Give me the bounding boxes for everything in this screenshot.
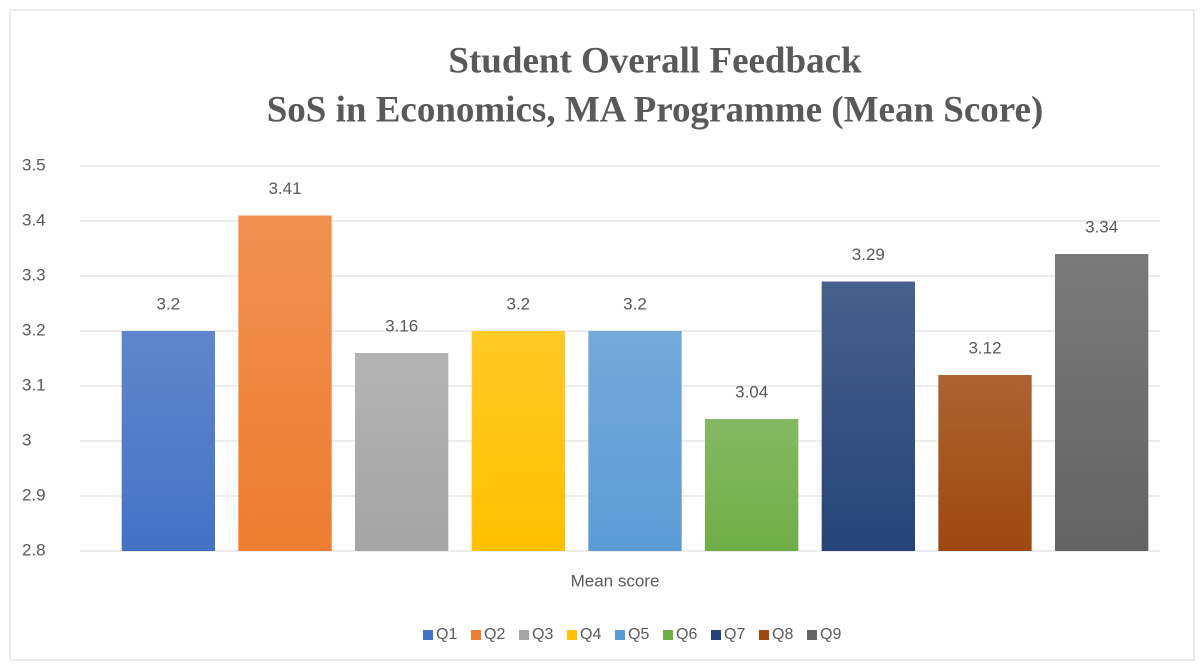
bar (588, 331, 682, 551)
y-tick-label: 3.4 (22, 210, 46, 229)
bar (238, 215, 332, 551)
legend-swatch (519, 630, 529, 640)
legend-label: Q8 (772, 626, 793, 643)
y-tick-label: 2.8 (22, 540, 46, 559)
chart-subtitle: SoS in Economics, MA Programme (Mean Sco… (267, 89, 1044, 130)
legend-label: Q2 (484, 626, 505, 643)
data-label: 3.2 (507, 294, 531, 313)
y-tick-label: 3.3 (22, 265, 46, 284)
chart-title: Student Overall Feedback (448, 40, 862, 81)
data-label: 3.04 (735, 382, 768, 401)
legend-swatch (663, 630, 673, 640)
data-label: 3.16 (385, 316, 418, 335)
legend-label: Q4 (580, 626, 601, 643)
data-label: 3.12 (968, 338, 1001, 357)
y-tick-label: 3.1 (22, 375, 46, 394)
bar (705, 419, 799, 551)
bar (471, 331, 565, 551)
data-label: 3.2 (623, 294, 647, 313)
data-label: 3.41 (268, 179, 301, 198)
legend-label: Q9 (820, 626, 841, 643)
bar (355, 353, 449, 551)
data-label: 3.29 (852, 245, 885, 264)
y-tick-label: 2.9 (22, 485, 46, 504)
legend-swatch (615, 630, 625, 640)
legend-label: Q3 (532, 626, 553, 643)
legend-swatch (567, 630, 577, 640)
x-tick-label: Mean score (571, 571, 660, 590)
bar (938, 375, 1032, 551)
y-tick-label: 3.5 (22, 155, 46, 174)
legend-swatch (711, 630, 721, 640)
legend-label: Q6 (676, 626, 697, 643)
legend-label: Q7 (724, 626, 745, 643)
data-label: 3.34 (1085, 217, 1118, 236)
legend-label: Q5 (628, 626, 649, 643)
bar (1055, 254, 1149, 551)
y-tick-label: 3.2 (22, 320, 46, 339)
legend-swatch (759, 630, 769, 640)
legend-swatch (807, 630, 817, 640)
legend-swatch (423, 630, 433, 640)
bar (121, 331, 215, 551)
data-label: 3.2 (157, 294, 181, 313)
bar (821, 281, 915, 551)
legend-label: Q1 (436, 626, 457, 643)
y-tick-label: 3 (22, 430, 31, 449)
legend-swatch (471, 630, 481, 640)
